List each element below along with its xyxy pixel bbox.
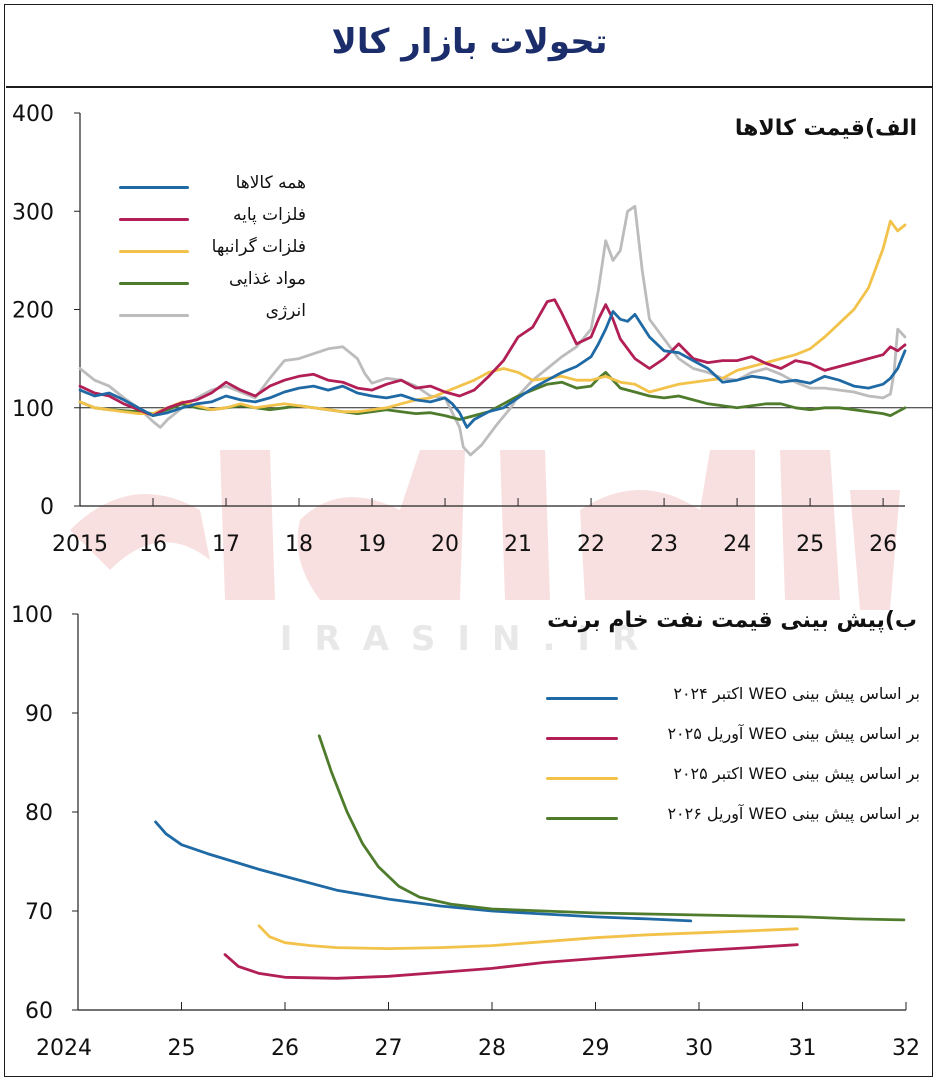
panel-b-legend-swatch: [546, 777, 618, 780]
panel-b-x-tick-label: 29: [582, 1036, 610, 1061]
panel-a-legend-label: فلزات پایه: [232, 205, 306, 225]
panel-a-x-tick-label: 25: [796, 532, 824, 557]
panel-b-series-line: [223, 943, 799, 980]
panel-b-y-tick-label: 90: [25, 702, 53, 727]
panel-a-legend-swatch: [119, 250, 189, 253]
panel-b-legend-swatch: [546, 737, 618, 740]
panel-a-x-tick-label: 23: [650, 532, 678, 557]
panel-b-x-tick-label: 30: [685, 1036, 713, 1061]
panel-b-legend-swatch: [546, 697, 618, 700]
panel-b-y-tick-label: 70: [25, 900, 53, 925]
page-title: تحولات بازار کالا: [331, 22, 608, 62]
panel-a-legend-label: فلزات گرانبها: [211, 237, 306, 257]
panel-b-series-line: [154, 820, 693, 923]
panel-a-x-tick-label: 20: [431, 532, 459, 557]
panel-a-legend-label: مواد غذایی: [228, 269, 306, 289]
panel-a-legend-swatch: [119, 282, 189, 285]
panel-a-x-tick-label: 17: [212, 532, 240, 557]
panel-a-y-tick-label: 100: [12, 397, 54, 422]
panel-b-title: ب)پیش بینی قیمت نفت خام برنت: [547, 608, 917, 633]
panel-a-y-tick-label: 300: [12, 200, 54, 225]
panel-a-series-line: [78, 219, 907, 415]
panel-a-x-tick-label: 16: [139, 532, 167, 557]
panel-b-x-tick-label: 2024: [36, 1036, 92, 1061]
panel-a-series-line: [78, 310, 907, 429]
panel-a-series-line: [78, 298, 907, 417]
panel-b-legend-label: بر اساس پیش بینی WEO اکتبر ۲۰۲۵: [673, 764, 920, 783]
panel-b-legend-label: بر اساس پیش بینی WEO اکتبر ۲۰۲۴: [673, 684, 920, 703]
panel-a-legend-label: انرژی: [265, 301, 306, 321]
panel-a-legend-swatch: [119, 186, 189, 189]
panel-a-title: الف)قیمت کالاها: [734, 116, 917, 141]
panel-b-x-tick-label: 28: [478, 1036, 506, 1061]
panel-a-legend-swatch: [119, 314, 189, 317]
panel-b-y-tick-label: 100: [11, 603, 53, 628]
panel-a-y-tick-label: 200: [12, 299, 54, 324]
panel-b-x-tick-label: 26: [271, 1036, 299, 1061]
panel-a-x-tick-label: 24: [723, 532, 751, 557]
panel-a-x-tick-label: 2015: [52, 532, 108, 557]
panel-a-x-tick-label: 18: [285, 532, 313, 557]
panel-b-legend-label: بر اساس پیش بینی WEO آوریل ۲۰۲۶: [667, 804, 920, 823]
panel-b-series-line: [317, 734, 906, 922]
panel-b-ticks: 60 70 80 90 100 2024 25 26 27 28 29 30 31 32: [11, 603, 920, 1061]
watermark-text: IRASIN.IR: [280, 619, 660, 659]
panel-b-x-tick-label: 31: [789, 1036, 817, 1061]
panel-a-legend-label: همه کالاها: [235, 173, 306, 193]
watermark-logo: IRASIN.IR: [70, 450, 900, 659]
panel-a-y-tick-label: 400: [12, 102, 54, 127]
panel-b-x-tick-label: 32: [892, 1036, 920, 1061]
panel-a-x-tick-label: 26: [869, 532, 897, 557]
panel-a-legend-swatch: [119, 218, 189, 221]
title-divider: [6, 86, 933, 88]
panel-a-y-tick-label: 0: [40, 495, 54, 520]
panel-a-x-tick-label: 21: [504, 532, 532, 557]
panel-b-x-tick-label: 27: [375, 1036, 403, 1061]
panel-b-series: [154, 734, 906, 980]
commodity-prices-chart: 0 100 200 300 400 2015 16 17 18 19 20 21 22 23 24 25 26: [12, 102, 933, 557]
panel-a-ticks: 0 100 200 300 400 2015 16 17 18 19 20 21 22 23 24 25 26: [12, 102, 897, 557]
panel-b-x-tick-label: 25: [168, 1036, 196, 1061]
panel-b-legend-swatch: [546, 817, 618, 820]
panel-b-legend-label: بر اساس پیش بینی WEO آوریل ۲۰۲۵: [667, 724, 920, 743]
panel-b-series-line: [257, 924, 799, 950]
panel-a-x-tick-label: 19: [358, 532, 386, 557]
panel-b-y-tick-label: 60: [25, 999, 53, 1024]
panel-a-x-tick-label: 22: [577, 532, 605, 557]
panel-a-series: [78, 204, 907, 457]
watermark-logo-shape: [70, 450, 900, 610]
panel-b-y-tick-label: 80: [25, 801, 53, 826]
